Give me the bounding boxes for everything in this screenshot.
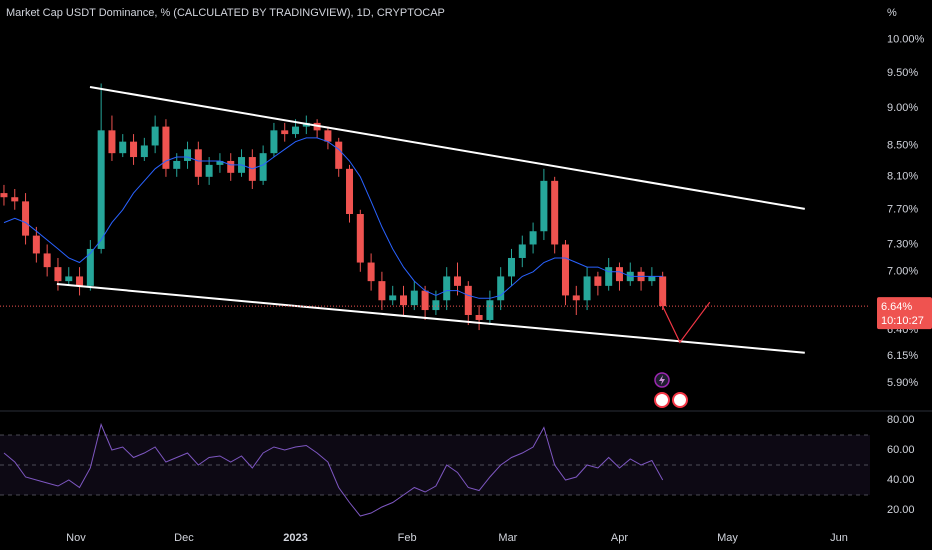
candle-body (205, 164, 213, 177)
y-tick-label: 40.00 (887, 474, 915, 486)
candle-body (22, 201, 30, 236)
candle-body (119, 141, 127, 154)
candle-body (324, 130, 332, 142)
candle-body (572, 295, 580, 301)
candle-body (529, 231, 537, 245)
trendline (89, 86, 805, 210)
x-tick-label: 2023 (283, 532, 307, 544)
candle-body (54, 267, 62, 282)
candle-body (367, 262, 375, 282)
candle-body (292, 126, 300, 135)
x-tick-label: Apr (611, 532, 628, 544)
candle-body (43, 253, 51, 268)
candle-body (130, 141, 138, 158)
event-flag[interactable] (654, 392, 670, 408)
y-tick-label: 9.50% (887, 67, 918, 79)
candle-body (400, 295, 408, 306)
candle-body (432, 300, 440, 311)
x-tick-label: Mar (498, 532, 517, 544)
candle-body (194, 149, 202, 177)
candle-body (281, 130, 289, 135)
candle-body (518, 244, 526, 258)
candle-body (378, 281, 386, 301)
candle-body (97, 130, 105, 249)
candle-body (443, 276, 451, 301)
candle-body (0, 193, 8, 198)
candle-body (173, 160, 181, 169)
candle-body (486, 300, 494, 320)
y-tick-label: 6.15% (887, 350, 918, 362)
candle-body (659, 276, 667, 307)
candle-body (65, 276, 73, 282)
y-tick-label: 60.00 (887, 444, 915, 456)
candle-body (108, 130, 116, 154)
candle-body (335, 141, 343, 169)
countdown: 10:10:27 (881, 315, 924, 327)
candle-body (594, 276, 602, 286)
candle-body (389, 295, 397, 301)
y-tick-label: 7.30% (887, 238, 918, 250)
last-price-label: 6.64% (881, 301, 912, 313)
y-tick-label: 9.00% (887, 102, 918, 114)
lightning (659, 375, 665, 385)
candle-body (540, 180, 548, 232)
x-tick-label: May (717, 532, 738, 544)
candle-body (551, 180, 559, 245)
y-tick-label: 7.70% (887, 204, 918, 216)
y-unit: % (887, 7, 897, 19)
y-tick-label: 8.10% (887, 171, 918, 183)
y-tick-label: 80.00 (887, 414, 915, 426)
candle-body (86, 248, 94, 286)
candle-body (140, 145, 148, 158)
candle-body (216, 160, 224, 165)
candle-body (346, 168, 354, 215)
y-tick-label: 5.90% (887, 377, 918, 389)
candle-body (11, 197, 19, 202)
candle-body (464, 285, 472, 315)
candle-body (615, 267, 623, 282)
x-tick-label: Jun (830, 532, 848, 544)
candle-body (151, 126, 159, 146)
y-tick-label: 10.00% (887, 34, 925, 46)
x-tick-label: Feb (398, 532, 417, 544)
candle-body (507, 257, 515, 277)
last-price-box (877, 297, 932, 330)
candle-body (184, 149, 192, 161)
x-tick-label: Nov (66, 532, 86, 544)
candle-body (32, 235, 40, 254)
candle-body (475, 314, 483, 320)
candle-body (583, 276, 591, 301)
moving-average (3, 137, 663, 299)
y-tick-label: 8.50% (887, 139, 918, 151)
x-tick-label: Dec (174, 532, 194, 544)
candle-body (497, 276, 505, 301)
candle-body (605, 267, 613, 286)
candle-body (421, 290, 429, 311)
candle-body (270, 130, 278, 154)
event-icons (654, 372, 688, 408)
candle-body (162, 126, 170, 169)
chart-title: Market Cap USDT Dominance, % (CALCULATED… (6, 7, 445, 19)
event-flag[interactable] (672, 392, 688, 408)
projection-arrow (659, 300, 711, 344)
candle-body (453, 276, 461, 286)
candle-body (648, 276, 656, 282)
rsi-line (3, 422, 664, 517)
candle-body (259, 153, 267, 181)
candle-body (356, 214, 364, 263)
candle-body (227, 160, 235, 173)
candle-body (410, 290, 418, 306)
y-tick-label: 7.00% (887, 266, 918, 278)
candle-body (76, 276, 84, 286)
y-tick-label: 20.00 (887, 504, 915, 516)
candle-body (561, 244, 569, 296)
